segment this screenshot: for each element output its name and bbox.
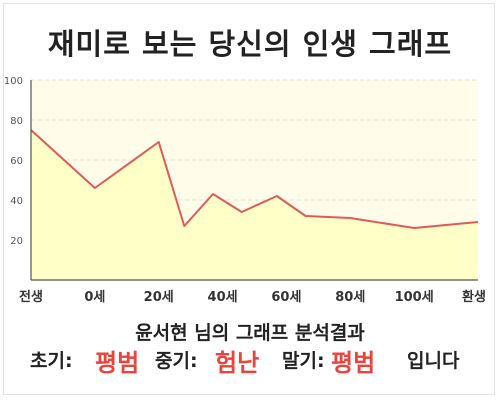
- x-tick-label: 0세: [84, 290, 105, 305]
- y-tick-label: 60: [10, 156, 23, 167]
- mid-label: 중기:: [155, 350, 198, 372]
- series-line: [30, 129, 479, 229]
- x-tick-label: 전생: [19, 289, 43, 305]
- area-fill: [31, 130, 478, 280]
- y-tick-label: 100: [4, 76, 23, 87]
- early-label: 초기:: [30, 350, 73, 372]
- x-tick-label: 환생: [462, 289, 486, 305]
- x-tick-label: 20세: [144, 290, 174, 305]
- x-tick-label: 80세: [335, 290, 365, 305]
- early-value: 평범: [95, 349, 140, 377]
- y-tick-label: 80: [10, 116, 23, 127]
- x-tick-label: 100세: [395, 290, 434, 305]
- x-tick-label: 60세: [271, 290, 301, 305]
- analysis-summary: 윤서현 님의 그래프 분석결과: [135, 322, 365, 344]
- late-label: 말기:: [282, 350, 325, 372]
- y-tick-label: 20: [10, 236, 23, 247]
- page-title: 재미로 보는 당신의 인생 그래프: [47, 27, 453, 61]
- life-graph-chart: 20 40 60 80 100 전생 0세 20세 40세 60세 80세 100세 환생: [4, 76, 486, 305]
- x-tick-label: 40세: [208, 290, 238, 305]
- late-value: 평범: [331, 349, 376, 377]
- mid-value: 험난: [215, 349, 260, 377]
- ending-text: 입니다: [407, 350, 460, 372]
- y-tick-label: 40: [10, 196, 23, 207]
